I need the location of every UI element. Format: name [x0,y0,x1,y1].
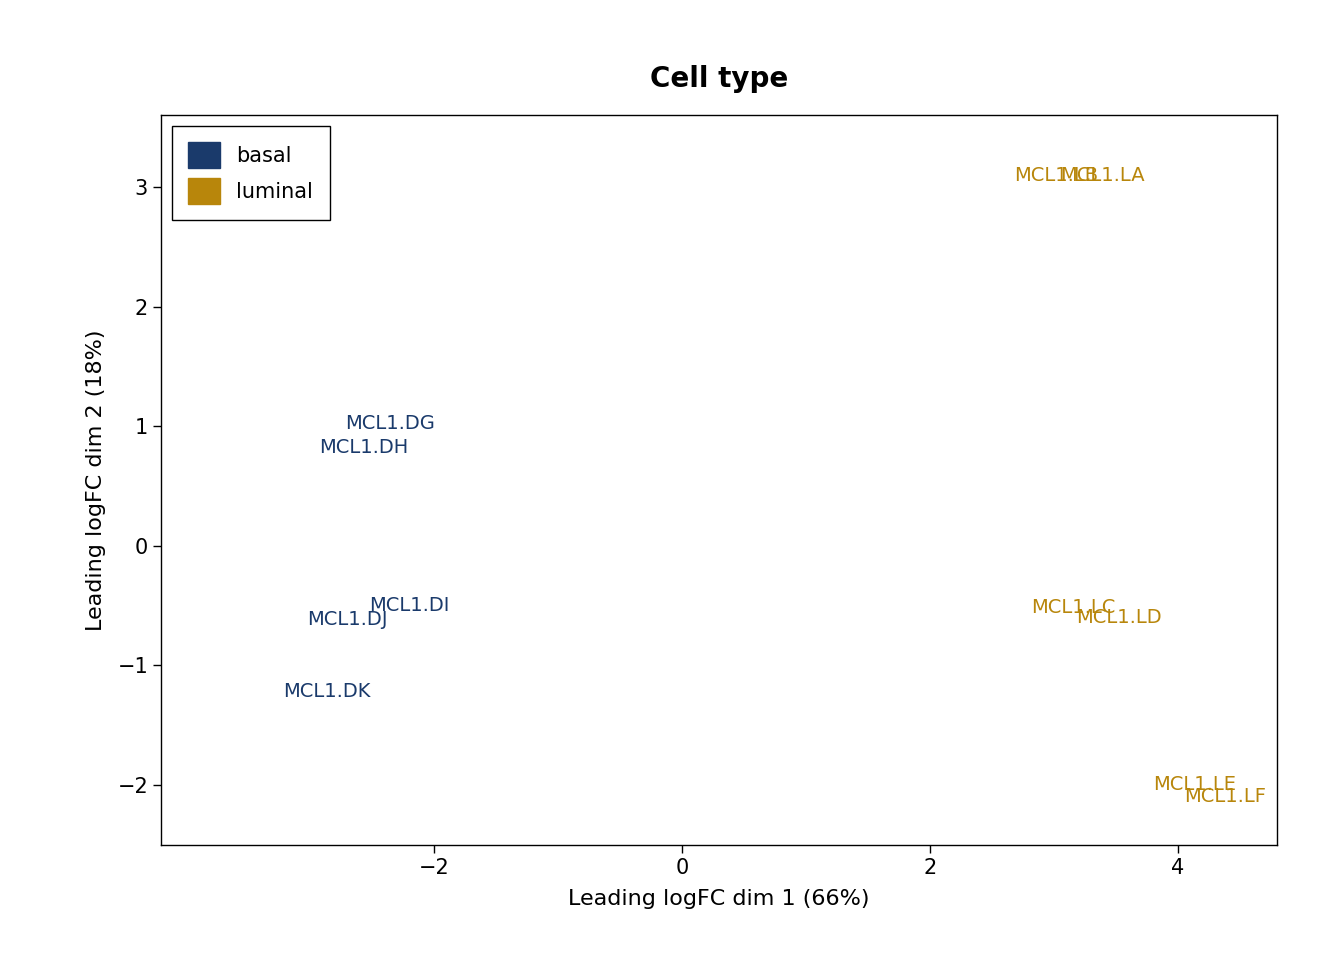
X-axis label: Leading logFC dim 1 (66%): Leading logFC dim 1 (66%) [569,889,870,909]
Text: MCL1.LC: MCL1.LC [1031,598,1116,617]
Text: MCL1.LF: MCL1.LF [1184,787,1266,806]
Title: Cell type: Cell type [650,65,788,93]
Y-axis label: Leading logFC dim 2 (18%): Leading logFC dim 2 (18%) [86,329,106,631]
Text: MCL1.LE: MCL1.LE [1153,776,1236,795]
Legend: basal, luminal: basal, luminal [172,126,329,220]
Text: MCL1.DH: MCL1.DH [319,438,409,457]
Text: MCL1.LB: MCL1.LB [1013,165,1098,184]
Text: MCL1.LD: MCL1.LD [1077,608,1161,627]
Text: MCL1.DJ: MCL1.DJ [308,611,388,630]
Text: MCL1.LA: MCL1.LA [1060,165,1145,184]
Text: MCL1.DI: MCL1.DI [370,596,450,615]
Text: MCL1.DK: MCL1.DK [282,683,370,701]
Text: MCL1.DG: MCL1.DG [344,415,434,433]
